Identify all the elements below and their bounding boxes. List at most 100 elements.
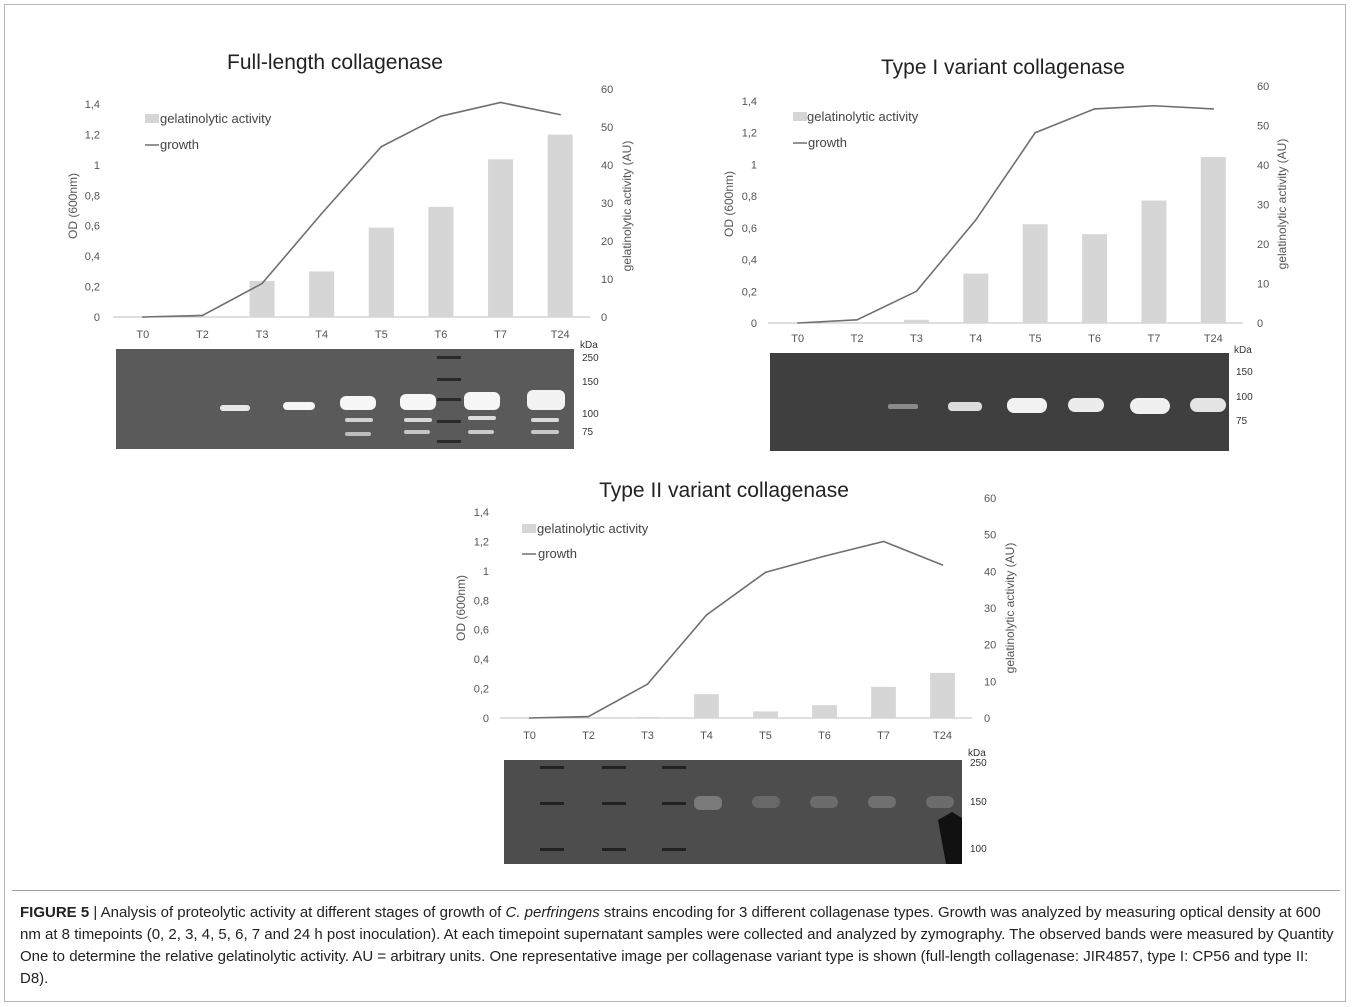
mw-marker: 75 [582, 427, 594, 438]
y-tick-label: 0,6 [85, 221, 100, 233]
x-tick-label: T5 [375, 329, 388, 341]
chart-title: Full-length collagenase [227, 51, 443, 74]
y-tick-label: 1,2 [85, 129, 100, 141]
growth-point [764, 571, 767, 574]
kda-label: kDa [1234, 345, 1252, 356]
x-tick-label: T2 [196, 329, 209, 341]
y-tick-label: 0,6 [742, 223, 757, 235]
y-tick-label: 1,2 [742, 128, 757, 140]
panel-full-length: Full-length collagenase gelatinolytic ac… [0, 0, 660, 460]
y2-tick-label: 10 [984, 676, 996, 688]
mw-marker: 150 [970, 797, 987, 808]
bar [903, 319, 929, 323]
bar [249, 280, 275, 317]
x-tick-label: T2 [582, 730, 595, 742]
y-tick-label: 1,4 [85, 99, 100, 111]
growth-point [915, 290, 918, 293]
x-tick-label: T4 [315, 329, 328, 341]
y2-tick-label: 10 [601, 274, 613, 286]
gel-bands [220, 356, 565, 443]
mw-marker: 100 [1236, 392, 1253, 403]
growth-point [1153, 104, 1155, 107]
y2-tick-label: 60 [601, 84, 613, 96]
bar [753, 711, 778, 718]
growth-point [856, 319, 858, 321]
y2-tick-label: 50 [1257, 121, 1269, 133]
legend-line-label: growth [808, 135, 847, 150]
figure-caption: FIGURE 5 | Analysis of proteolytic activ… [20, 902, 1340, 990]
panel-type-i: Type I variant collagenase gelatinolytic… [660, 0, 1350, 460]
legend-line-label: growth [538, 546, 577, 561]
y-tick-label: 0,6 [474, 625, 489, 637]
x-tick-label: T24 [1204, 333, 1223, 345]
growth-point [261, 282, 263, 285]
y-tick-label: 0,2 [474, 684, 489, 696]
y-tick-label: 0,2 [85, 282, 100, 294]
legend-line-label: growth [160, 137, 199, 152]
y-tick-label: 0,4 [742, 255, 757, 267]
y2-axis-label: gelatinolytic activity (AU) [1003, 543, 1017, 674]
y-tick-label: 0,4 [85, 251, 100, 263]
x-tick-label: T7 [1148, 333, 1161, 345]
legend: gelatinolytic activity growth [522, 521, 649, 561]
growth-point [499, 101, 502, 104]
legend-bar-swatch [145, 114, 159, 123]
x-tick-label: T7 [494, 329, 507, 341]
y2-tick-label: 20 [984, 640, 996, 652]
kda-label: kDa [968, 748, 986, 759]
caption-separator: | [89, 904, 101, 921]
mw-marker: 250 [582, 353, 599, 364]
growth-point [646, 683, 649, 685]
y2-tick-label: 40 [984, 566, 996, 578]
bar [1141, 200, 1167, 323]
chart-type-ii: Type II variant collagenase gelatinolyti… [454, 479, 1017, 864]
y-tick-label: 0,4 [474, 654, 489, 666]
growth-point [823, 555, 826, 557]
y2-tick-label: 60 [984, 493, 996, 505]
bar [871, 686, 896, 718]
x-tick-label: T7 [877, 730, 890, 742]
growth-line [529, 540, 943, 719]
legend-bar-label: gelatinolytic activity [807, 109, 919, 124]
growth-point [705, 614, 708, 616]
y2-tick-label: 50 [984, 530, 996, 542]
caption-text-2: strains encoding for 3 different collage… [20, 904, 1334, 987]
panel-type-ii: Type II variant collagenase gelatinolyti… [430, 460, 1030, 870]
x-tick-label: T6 [435, 329, 448, 341]
bar [309, 271, 335, 317]
bar [488, 159, 514, 317]
y2-tick-label: 30 [1257, 200, 1269, 212]
growth-point [975, 219, 977, 221]
legend-bar-swatch [793, 112, 807, 121]
species-name: C. perfringens [505, 904, 600, 921]
y2-axis-label: gelatinolytic activity (AU) [1275, 139, 1289, 270]
x-tick-label: T3 [910, 333, 923, 345]
bar [963, 273, 989, 323]
y-tick-label: 0,2 [742, 286, 757, 298]
mw-marker: 100 [582, 409, 599, 420]
bar [1082, 234, 1108, 323]
growth-point [440, 115, 442, 117]
y2-tick-label: 30 [984, 603, 996, 615]
x-tick-label: T6 [1088, 333, 1101, 345]
bar [635, 716, 660, 718]
y2-tick-label: 50 [601, 122, 613, 134]
growth-line [142, 101, 561, 318]
mw-marker: 150 [582, 377, 599, 388]
growth-point [1093, 108, 1096, 110]
bar [428, 206, 454, 317]
x-tick-label: T2 [851, 333, 864, 345]
growth-point [1034, 131, 1036, 134]
bar [547, 134, 573, 317]
legend: gelatinolytic activity growth [145, 111, 272, 152]
y-tick-label: 1 [483, 566, 489, 578]
y2-tick-label: 0 [984, 713, 990, 725]
growth-point [528, 717, 531, 719]
y2-tick-label: 0 [601, 312, 607, 324]
plot-area: 0 0,2 0,4 0,6 0,8 1 1,2 1,4 0 10 20 30 40 50 60 T0 T2 T3 T… [474, 493, 997, 742]
y-tick-label: 0 [483, 713, 489, 725]
caption-text: Analysis of proteolytic activity at diff… [100, 904, 506, 921]
figure-label: FIGURE 5 [20, 904, 90, 921]
y2-tick-label: 40 [1257, 160, 1269, 172]
y-tick-label: 1,4 [474, 507, 489, 519]
